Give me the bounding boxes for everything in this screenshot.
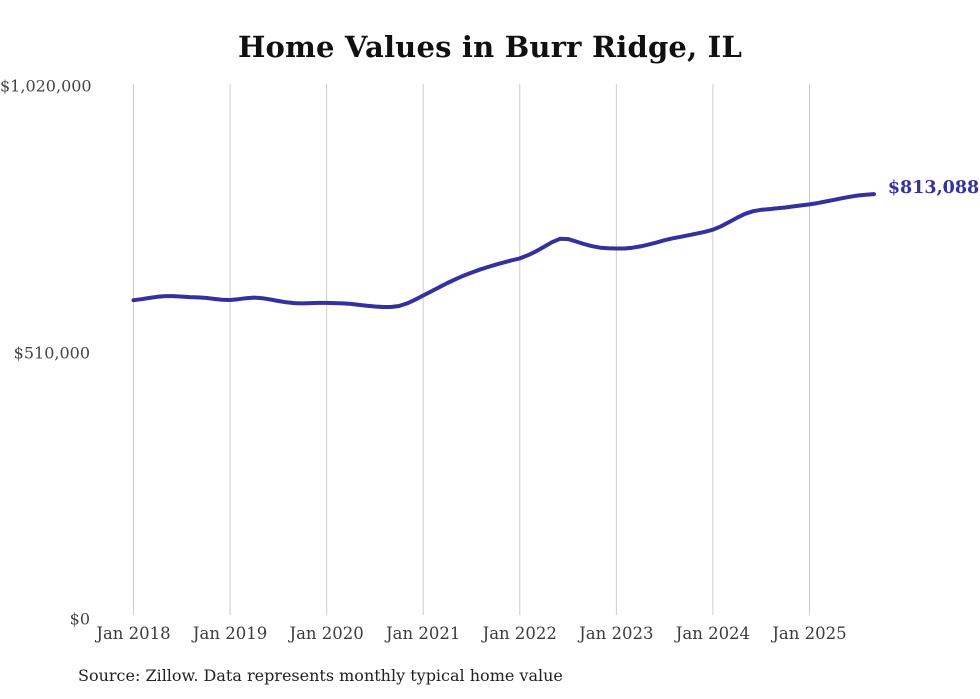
- x-axis-tick-label: Jan 2024: [675, 624, 751, 643]
- x-axis-tick-label: Jan 2025: [772, 624, 847, 643]
- y-axis-tick-label: $510,000: [13, 343, 90, 362]
- x-axis-tick-label: Jan 2021: [386, 624, 461, 643]
- y-axis-tick-label: $0: [69, 609, 90, 629]
- current-value-label: $813,088: [887, 178, 980, 199]
- x-axis-tick-label: Jan 2023: [579, 624, 654, 643]
- price-line: [131, 192, 876, 309]
- x-axis-tick-label: Jan 2020: [289, 624, 364, 643]
- source-note: Source: Zillow. Data represents monthly …: [78, 666, 563, 685]
- x-axis-tick-label: Jan 2018: [96, 624, 171, 643]
- y-axis-tick-label: $1,020,000: [0, 76, 92, 96]
- chart-title: Home Values in Burr Ridge, IL: [237, 30, 743, 64]
- x-axis-tick-label: Jan 2019: [192, 624, 268, 643]
- x-axis-tick-label: Jan 2022: [482, 624, 557, 643]
